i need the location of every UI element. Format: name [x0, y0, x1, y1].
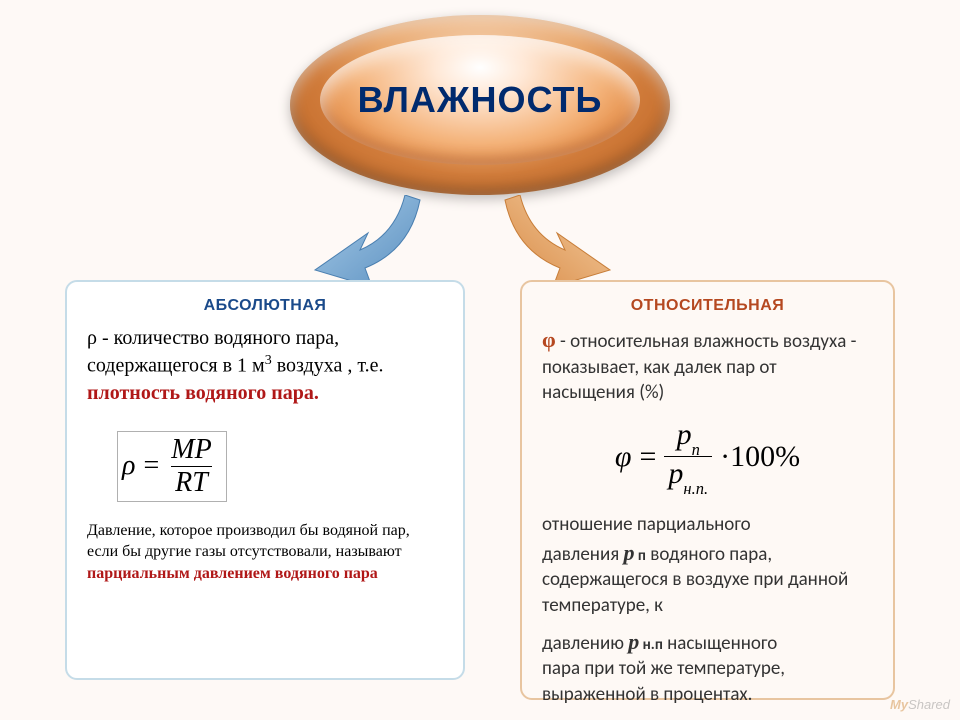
- partial-pressure-highlight: парциальным давлением водяного пара: [87, 565, 378, 582]
- title-badge: ВЛАЖНОСТЬ: [290, 15, 670, 195]
- relative-formula: φ = pп pн.п. ·100%: [542, 420, 873, 494]
- rel-formula-fraction: pп pн.п.: [664, 420, 712, 494]
- absolute-heading: АБСОЛЮТНАЯ: [87, 297, 443, 315]
- absolute-humidity-box: АБСОЛЮТНАЯ ρ - количество водяного пара,…: [65, 280, 465, 680]
- partial-pressure-definition: Давление, которое производил бы водяной …: [87, 520, 443, 585]
- rel-formula-lhs: φ: [615, 440, 632, 474]
- rel-formula-tail: ·100%: [720, 440, 800, 474]
- rel-line2: давления p п водяного пара,: [542, 538, 873, 568]
- watermark-shared: Shared: [908, 697, 950, 712]
- formula-fraction: MP RT: [167, 436, 215, 497]
- badge-title-text: ВЛАЖНОСТЬ: [358, 79, 603, 121]
- formula-eq: =: [143, 450, 159, 482]
- rel-line3: содержащегося в воздухе при данной темпе…: [542, 567, 873, 618]
- relative-explanation: отношение парциального давления p п водя…: [542, 512, 873, 708]
- formula-numerator: MP: [167, 436, 215, 466]
- rel-line1: отношение парциального: [542, 512, 873, 538]
- absolute-definition: ρ - количество водяного пара, содержащег…: [87, 325, 443, 407]
- relative-def-text: - относительная влажность воздуха - пока…: [542, 330, 856, 404]
- partial-pressure-text: Давление, которое производил бы водяной …: [87, 522, 410, 561]
- relative-humidity-box: ОТНОСИТЕЛЬНАЯ φ - относительная влажност…: [520, 280, 895, 700]
- rel-line4: давлению p н.п насыщенного: [542, 627, 873, 657]
- absolute-formula: ρ = MP RT: [122, 436, 216, 497]
- absolute-def-part2: воздуха , т.е.: [272, 355, 384, 377]
- absolute-formula-box: ρ = MP RT: [117, 431, 227, 502]
- watermark: MyShared: [890, 697, 950, 712]
- relative-definition: φ - относительная влажность воздуха - по…: [542, 325, 873, 406]
- rel-formula-eq: =: [640, 440, 657, 474]
- rel-formula-den: pн.п.: [664, 456, 712, 494]
- formula-denominator: RT: [171, 466, 212, 497]
- watermark-my: My: [890, 697, 908, 712]
- rho-symbol: ρ: [87, 327, 97, 349]
- badge-inner-disc: ВЛАЖНОСТЬ: [320, 35, 640, 165]
- rel-formula-num: pп: [673, 420, 704, 457]
- phi-symbol: φ: [542, 327, 556, 352]
- rel-line5: пара при той же температуре, выраженной …: [542, 656, 873, 707]
- formula-lhs: ρ: [122, 450, 135, 482]
- relative-heading: ОТНОСИТЕЛЬНАЯ: [542, 297, 873, 315]
- absolute-def-highlight: плотность водяного пара.: [87, 382, 319, 404]
- cubic-exponent: 3: [265, 353, 272, 368]
